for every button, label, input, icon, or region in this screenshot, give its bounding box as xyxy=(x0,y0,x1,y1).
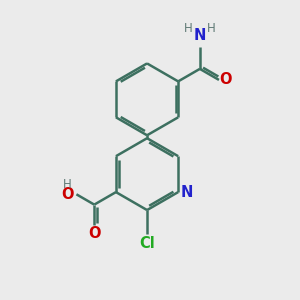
Text: H: H xyxy=(207,22,215,35)
Text: O: O xyxy=(61,187,74,202)
Text: Cl: Cl xyxy=(139,236,155,250)
Text: O: O xyxy=(219,72,232,87)
Text: O: O xyxy=(88,226,100,241)
Text: N: N xyxy=(194,28,206,43)
Text: H: H xyxy=(63,178,72,190)
Text: N: N xyxy=(180,184,193,200)
Text: H: H xyxy=(184,22,193,35)
